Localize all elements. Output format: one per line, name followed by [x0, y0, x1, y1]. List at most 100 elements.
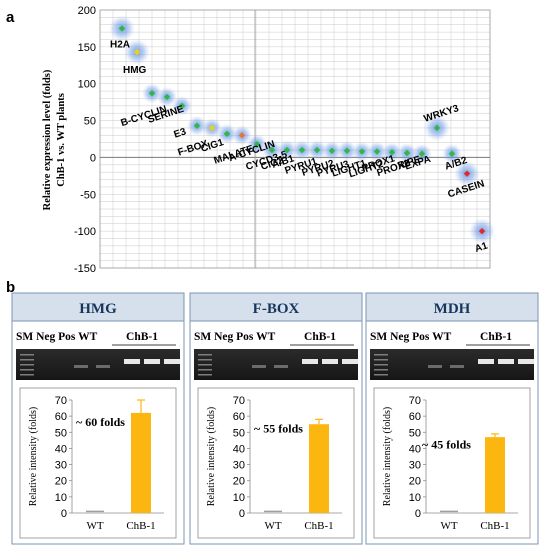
- bar-y-tick-label: 50: [233, 427, 245, 439]
- bar-y-tick-label: 20: [409, 476, 421, 488]
- bar-y-tick-label: 30: [409, 460, 421, 472]
- bar-y-tick-label: 50: [55, 427, 67, 439]
- gel-band-bright: [322, 359, 338, 364]
- bar-y-tick-label: 70: [233, 395, 245, 407]
- gel-band-faint: [274, 365, 288, 368]
- point-label: A1: [474, 240, 490, 255]
- data-point: [208, 124, 216, 132]
- data-point: [343, 147, 351, 154]
- data-point: [403, 149, 411, 157]
- bar-x-tick-label: WT: [86, 520, 103, 532]
- data-point: [133, 48, 141, 56]
- gel-band-bright: [478, 359, 494, 364]
- bar-x-tick-label: WT: [440, 520, 457, 532]
- gel-ladder-band: [20, 369, 34, 371]
- gel-band-faint: [428, 365, 442, 368]
- panel-header: [365, 292, 539, 322]
- data-point: [358, 148, 366, 155]
- y-axis-title-line2: ChB-1 vs. WT plants: [56, 93, 67, 187]
- bar-x-tick-label: ChB-1: [304, 520, 333, 532]
- bar-y-tick-label: 30: [233, 460, 245, 472]
- gel-image: [194, 349, 358, 380]
- bar-x-tick-label: ChB-1: [480, 520, 509, 532]
- gel-band-faint: [96, 365, 110, 368]
- gel-band-faint: [450, 365, 464, 368]
- gel-lane-labels: SM Neg Pos WT: [194, 331, 276, 343]
- gel-ladder-band: [198, 374, 212, 376]
- bar-y-tick-label: 40: [55, 443, 67, 455]
- bar-y-tick-label: 10: [55, 492, 67, 504]
- panel-header: [11, 292, 185, 322]
- panel-a-label: a: [6, 9, 15, 26]
- gel-ladder-band: [374, 354, 388, 356]
- data-point: [388, 149, 396, 156]
- gel-band-faint: [74, 365, 88, 368]
- data-point: [148, 90, 156, 97]
- y-tick-label: 0: [90, 152, 96, 164]
- bar-chart-box: [197, 387, 355, 539]
- gel-band-bright: [164, 359, 180, 364]
- data-point: [298, 146, 306, 154]
- gel-band-bright: [498, 359, 514, 364]
- y-tick-label: 100: [78, 79, 96, 91]
- gel-band-bright: [342, 359, 358, 364]
- gel-image: [370, 349, 534, 380]
- panel-header: [189, 292, 363, 322]
- point-label: HMG: [123, 65, 147, 76]
- bar-y-tick-label: 0: [415, 508, 421, 520]
- gel-band-bright: [124, 359, 140, 364]
- data-point: [418, 150, 426, 157]
- y-tick-label: 50: [84, 116, 96, 128]
- point-label: H2A: [110, 39, 130, 50]
- data-point: [313, 146, 321, 154]
- bar-y-axis-label: Relative intensity (folds): [28, 407, 39, 506]
- gel-image: [16, 349, 180, 380]
- gel-lane-labels: SM Neg Pos WT: [16, 331, 98, 343]
- gel-group-label: ChB-1: [126, 331, 158, 343]
- y-tick-label: -100: [74, 226, 96, 238]
- gel-ladder-band: [20, 359, 34, 361]
- data-point: [178, 102, 186, 110]
- data-point: [448, 150, 456, 157]
- data-point: [373, 148, 381, 155]
- data-point: [223, 130, 231, 138]
- data-point: [193, 122, 201, 129]
- fold-annotation: ~ 60 folds: [76, 415, 125, 429]
- data-point: [268, 146, 276, 154]
- bar-x-tick-label: WT: [264, 520, 281, 532]
- gel-ladder-band: [374, 374, 388, 376]
- gel-lane-labels: SM Neg Pos WT: [370, 331, 452, 343]
- gel-ladder-band: [20, 354, 34, 356]
- data-point: [253, 140, 261, 148]
- gel-group-label: ChB-1: [304, 331, 336, 343]
- bar-panel-fbox: F-BOX SM Neg Pos WT ChB-1 Relative intensit…: [189, 292, 363, 545]
- bar-y-axis-label: Relative intensity (folds): [382, 407, 393, 506]
- bar-chb1: [485, 437, 505, 513]
- fold-annotation: ~ 45 folds: [422, 437, 471, 451]
- y-tick-label: 200: [78, 5, 96, 17]
- bar-y-tick-label: 20: [55, 476, 67, 488]
- bar-chb1: [309, 424, 329, 513]
- gel-ladder-band: [198, 359, 212, 361]
- gel-band-bright: [518, 359, 534, 364]
- bar-y-axis-label: Relative intensity (folds): [206, 407, 217, 506]
- data-point: [118, 25, 126, 32]
- gel-ladder-band: [20, 364, 34, 366]
- y-tick-label: -150: [74, 263, 96, 275]
- bar-chart-box: [19, 387, 177, 539]
- gel-ladder-band: [374, 364, 388, 366]
- panel-title: F-BOX: [253, 301, 300, 317]
- data-point: [238, 132, 246, 139]
- gel-ladder-band: [198, 354, 212, 356]
- bar-y-tick-label: 10: [233, 492, 245, 504]
- panel-b-label: b: [6, 279, 15, 296]
- bar-chart-box: [373, 387, 531, 539]
- data-point: [463, 170, 471, 177]
- data-point: [163, 93, 171, 101]
- bar-y-tick-label: 70: [409, 395, 421, 407]
- bar-panels: HMG SM Neg Pos WT ChB-1 Relative intensity …: [11, 292, 539, 545]
- bar-y-tick-label: 30: [55, 460, 67, 472]
- data-point: [433, 124, 441, 132]
- bar-y-tick-label: 50: [409, 427, 421, 439]
